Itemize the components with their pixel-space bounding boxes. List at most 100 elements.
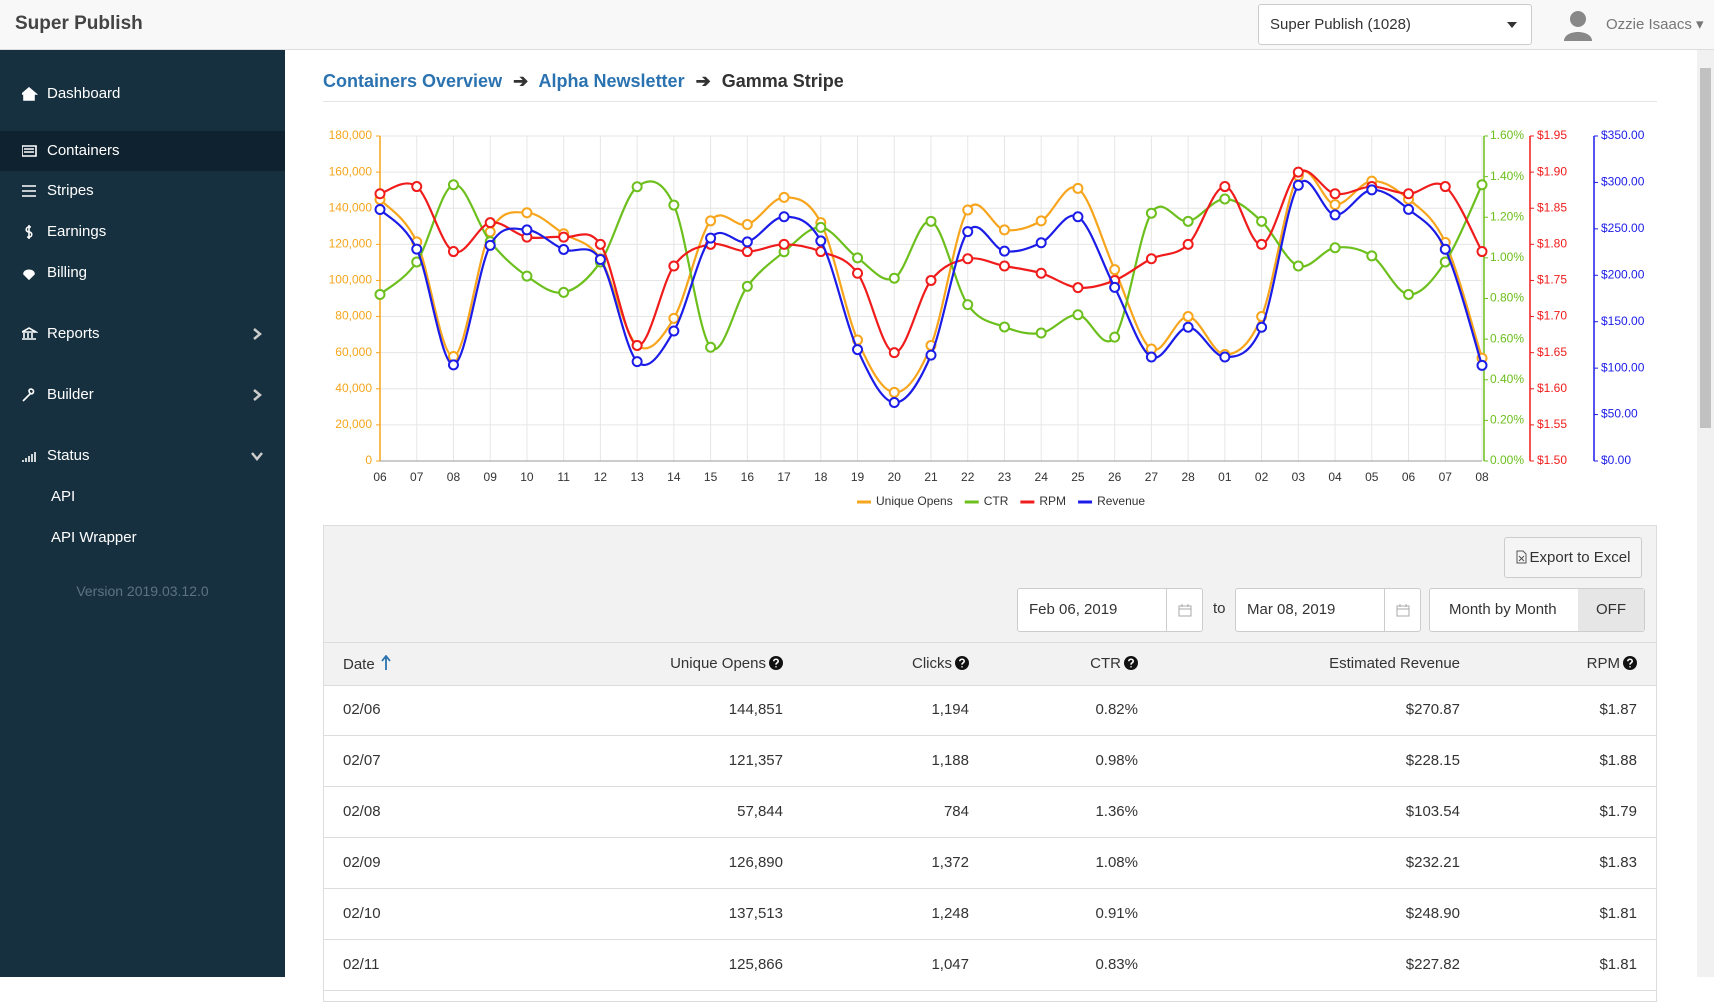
column-title: Clicks: [912, 655, 952, 672]
y-tick-label: 120,000: [329, 237, 373, 251]
nav-item[interactable]: Builder: [0, 375, 285, 415]
data-point: [1219, 193, 1231, 205]
y-tick-label: 160,000: [329, 164, 373, 178]
avatar[interactable]: [1562, 9, 1594, 41]
data-point: [1182, 215, 1194, 227]
legend-label: Revenue: [1097, 494, 1145, 508]
table-cell: 784: [943, 803, 969, 820]
x-tick-label: 24: [1035, 470, 1049, 484]
table-cell: $1.83: [1599, 854, 1637, 871]
column-header[interactable]: RPM: [1587, 655, 1637, 672]
icon-shape: [959, 658, 966, 668]
export-label: Export to Excel: [1529, 549, 1631, 566]
divider: [323, 101, 1657, 102]
data-point: [962, 226, 974, 238]
x-tick-label: 17: [777, 470, 791, 484]
x-tick-label: 06: [373, 470, 387, 484]
data-point: [962, 299, 974, 311]
y-tick-label: $1.95: [1537, 128, 1567, 142]
data-point: [1329, 188, 1341, 200]
breadcrumb-link[interactable]: Containers Overview: [323, 71, 503, 91]
table-cell: $1.88: [1599, 752, 1637, 769]
table-cell: 1.36%: [1095, 803, 1138, 820]
table-cell: 1.08%: [1095, 854, 1138, 871]
date-input[interactable]: Feb 06, 2019: [1017, 588, 1203, 632]
nav-item[interactable]: Dashboard: [0, 74, 285, 114]
nav-item[interactable]: Reports: [0, 314, 285, 354]
legend-label: CTR: [984, 494, 1009, 508]
y-tick-label: $1.70: [1537, 309, 1567, 323]
nav-icon: [25, 225, 33, 239]
breadcrumb-link[interactable]: Alpha Newsletter: [538, 71, 685, 91]
nav-subitem[interactable]: API Wrapper: [51, 529, 137, 546]
chart: 0 20,000 40,000 60,000 80,000 100,000 120,000 1…: [329, 128, 1645, 508]
column-header[interactable]: Clicks: [912, 655, 969, 672]
month-toggle[interactable]: Month by Month OFF: [1429, 588, 1645, 632]
y-tick-label: 180,000: [329, 128, 373, 142]
data-point: [374, 188, 386, 200]
column-header[interactable]: Date: [343, 654, 391, 673]
y-tick-label: 100,000: [329, 273, 373, 287]
table-cell: 144,851: [728, 701, 783, 718]
nav-item[interactable]: Earnings: [0, 212, 285, 252]
data-point: [1292, 166, 1304, 178]
y-tick-label: $1.80: [1537, 237, 1567, 251]
data-point: [888, 386, 900, 398]
nav-item[interactable]: Billing: [0, 253, 285, 293]
data-point: [1439, 181, 1451, 193]
y-tick-label: $250.00: [1601, 221, 1645, 235]
icon-shape: [22, 452, 36, 462]
column-header[interactable]: CTR: [1090, 655, 1138, 672]
y-tick-label: 1.40%: [1490, 169, 1524, 183]
brand[interactable]: Super Publish: [15, 13, 143, 34]
nav-item[interactable]: Status: [0, 436, 285, 476]
data-point: [962, 204, 974, 216]
calendar-icon: [1396, 604, 1410, 617]
y-tick-label: $300.00: [1601, 175, 1645, 189]
data-point: [521, 270, 533, 282]
data-point: [1292, 179, 1304, 191]
data-point: [1366, 184, 1378, 196]
table-cell: 0.83%: [1095, 956, 1138, 973]
data-point: [1292, 260, 1304, 272]
data-point: [778, 211, 790, 223]
table-header-bg: [324, 643, 1656, 686]
x-tick-label: 21: [924, 470, 938, 484]
data-point: [521, 224, 533, 236]
nav-item[interactable]: Containers: [0, 131, 285, 171]
table-cell: $1.79: [1599, 803, 1637, 820]
x-tick-label: 16: [741, 470, 755, 484]
x-tick-label: 08: [1475, 470, 1489, 484]
data-point: [558, 286, 570, 298]
icon-shape: [22, 87, 38, 101]
x-tick-label: 22: [961, 470, 975, 484]
y-tick-label: 0.40%: [1490, 372, 1524, 386]
x-tick-label: 06: [1402, 470, 1416, 484]
x-tick-label: 12: [594, 470, 608, 484]
nav-item[interactable]: Stripes: [0, 171, 285, 211]
x-tick-label: 15: [704, 470, 718, 484]
nav-subitem[interactable]: API: [51, 488, 76, 505]
scrollbar[interactable]: [1697, 50, 1714, 977]
data-point: [668, 199, 680, 211]
x-tick-label: 05: [1365, 470, 1379, 484]
y-tick-label: 20,000: [335, 417, 372, 431]
table-cell: 121,357: [728, 752, 783, 769]
icon-shape: [22, 327, 38, 340]
column-header[interactable]: Estimated Revenue: [1329, 655, 1460, 672]
column-header[interactable]: Unique Opens: [670, 655, 783, 672]
help-icon: [1124, 656, 1138, 670]
y-tick-label: 0: [365, 453, 372, 467]
arrow: ➔: [695, 71, 711, 91]
data-point: [668, 260, 680, 272]
account-select[interactable]: Super Publish (1028): [1258, 4, 1532, 45]
icon-shape: [380, 654, 391, 670]
toggle-state[interactable]: OFF: [1578, 589, 1644, 631]
date-input[interactable]: Mar 08, 2019: [1235, 588, 1421, 632]
export-button[interactable]: Export to Excel: [1504, 537, 1642, 578]
data-point: [1256, 321, 1268, 333]
user-menu[interactable]: Ozzie Isaacs ▾: [1606, 16, 1704, 33]
data-point: [594, 254, 606, 265]
data-point: [1145, 207, 1157, 219]
chevron: [251, 452, 263, 461]
